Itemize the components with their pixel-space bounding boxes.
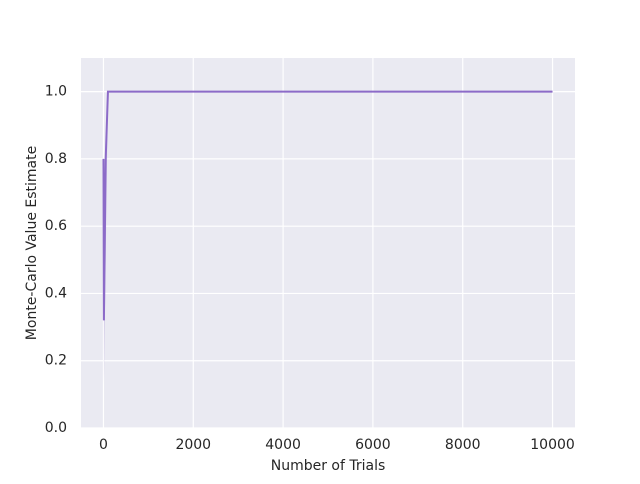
y-tick-label: 1.0 [45, 84, 67, 100]
x-tick-label: 2000 [175, 437, 211, 453]
y-tick-label: 0.8 [45, 151, 67, 167]
x-tick-label: 0 [99, 437, 108, 453]
line [102, 90, 553, 321]
plot-area [81, 58, 575, 428]
x-tick-label: 8000 [445, 437, 481, 453]
x-tick-label: 4000 [265, 437, 301, 453]
x-tick-label: 6000 [355, 437, 391, 453]
y-tick-label: 0.4 [45, 285, 67, 301]
x-axis-label: Number of Trials [271, 458, 386, 474]
y-tick-label: 0.2 [45, 353, 67, 369]
y-tick-label: 0.6 [45, 218, 67, 234]
y-axis-label: Monte-Carlo Value Estimate [24, 146, 40, 340]
x-tick-label: 10000 [530, 437, 575, 453]
y-tick-label: 0.0 [45, 420, 67, 436]
